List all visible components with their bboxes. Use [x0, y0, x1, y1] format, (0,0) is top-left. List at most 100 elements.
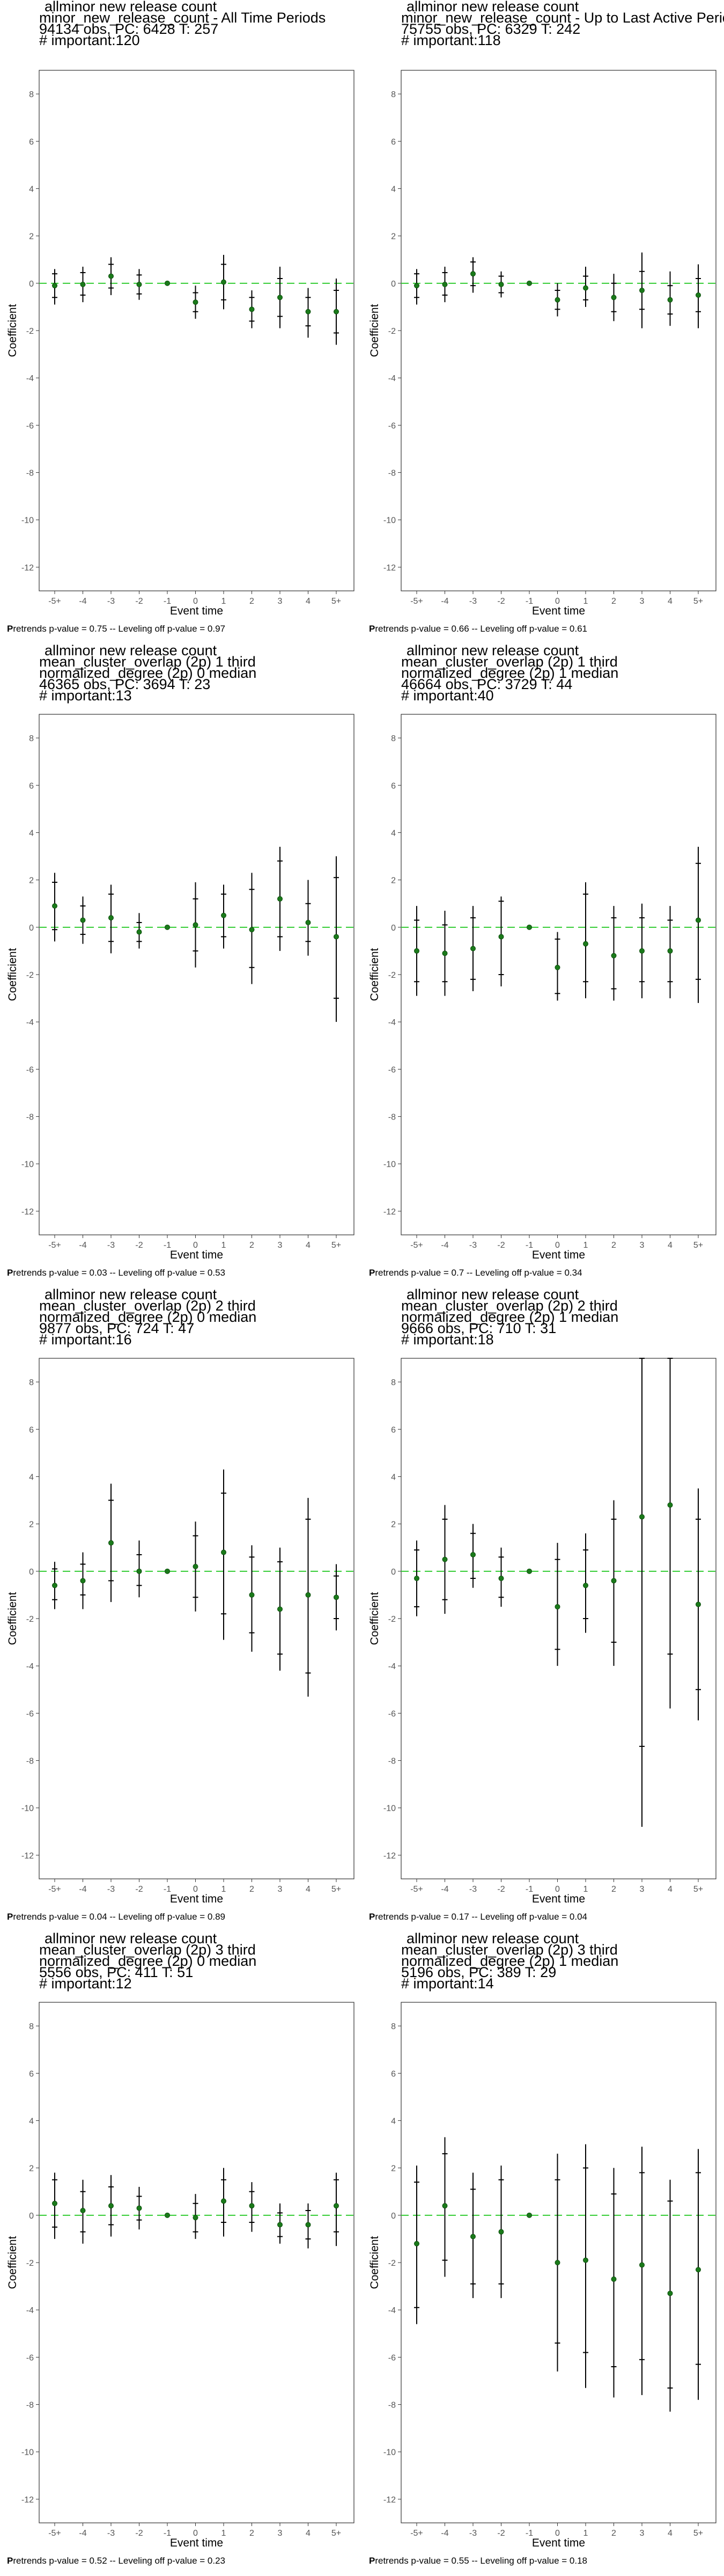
x-tick-label: -5+ [48, 2529, 61, 2538]
data-point [334, 1594, 339, 1600]
y-tick-label: -8 [26, 2401, 34, 2410]
data-point [527, 2212, 532, 2218]
plot-frame [401, 70, 716, 591]
chart-title: allminor new release count minor_new_rele… [39, 0, 326, 48]
y-tick-label: 8 [29, 734, 34, 743]
y-tick-label: 8 [391, 734, 396, 743]
data-point [221, 279, 226, 285]
data-point [639, 1514, 645, 1520]
y-tick-label: 2 [391, 876, 396, 885]
title-line: # important:14 [401, 1975, 494, 1992]
x-tick-label: 0 [555, 597, 560, 606]
y-tick-label: 4 [391, 829, 396, 838]
y-tick-label: 2 [29, 232, 34, 241]
title-line: normalized_degree (2p) 1 median [401, 665, 619, 681]
y-tick-label: -10 [21, 2448, 34, 2457]
data-point [555, 964, 560, 970]
data-point [52, 903, 57, 909]
y-tick-label: -6 [388, 1709, 396, 1718]
y-tick-label: 0 [29, 924, 34, 933]
x-tick-label: 3 [278, 597, 283, 606]
x-tick-label: 2 [249, 597, 254, 606]
data-point [249, 2203, 255, 2209]
data-point [52, 1583, 57, 1589]
y-axis-label: Coefficient [368, 2236, 381, 2289]
y-tick-label: 2 [391, 1520, 396, 1529]
title-line: normalized_degree (2p) 0 median [39, 665, 257, 681]
y-axis-label: Coefficient [6, 304, 19, 357]
title-line: 46365 obs, PC: 3694 T: 23 [39, 676, 211, 692]
x-tick-label: 0 [555, 1885, 560, 1894]
y-tick-label: -6 [26, 1065, 34, 1074]
x-tick-label: 1 [583, 597, 588, 606]
y-tick-label: -8 [388, 2401, 396, 2410]
x-tick-label: 2 [611, 597, 616, 606]
p-value-note: Pretrends p-value = 0.55 -- Leveling off… [369, 2556, 587, 2566]
y-tick-label: 4 [391, 185, 396, 194]
note-initial: P [7, 624, 13, 634]
y-tick-label: 2 [29, 1520, 34, 1529]
title-line: allminor new release count [45, 1930, 217, 1946]
chart-panel: allminor new release count mean_cluster_o… [0, 1287, 362, 1932]
y-tick-label: -8 [26, 1113, 34, 1122]
x-tick-label: -5+ [48, 1885, 61, 1894]
data-point [249, 1592, 255, 1598]
x-tick-label: 1 [583, 1885, 588, 1894]
y-tick-label: -2 [388, 2259, 396, 2268]
data-point [108, 1540, 114, 1546]
y-tick-label: 2 [29, 876, 34, 885]
data-point [136, 2205, 142, 2211]
data-point [583, 1583, 588, 1589]
x-axis-label: Event time [170, 1249, 223, 1261]
title-line: # important:18 [401, 1331, 494, 1348]
data-point [555, 2260, 560, 2265]
chart-title: allminor new release count mean_cluster_o… [39, 643, 257, 703]
data-point [611, 295, 617, 301]
x-axis-label: Event time [170, 605, 223, 617]
x-tick-label: 1 [221, 1885, 226, 1894]
data-point [193, 922, 198, 928]
title-line: # important:12 [39, 1975, 132, 1992]
y-tick-label: -10 [21, 1804, 34, 1813]
x-tick-label: 4 [668, 2529, 673, 2538]
y-tick-label: -4 [26, 1662, 34, 1671]
note-text: retrends p-value = 0.55 -- Leveling off … [375, 2556, 588, 2566]
x-tick-label: -2 [497, 1885, 505, 1894]
data-point [555, 297, 560, 303]
x-tick-label: 5+ [331, 2529, 341, 2538]
note-text: retrends p-value = 0.04 -- Leveling off … [13, 1912, 226, 1922]
chart-title: allminor new release count mean_cluster_o… [401, 1931, 618, 1992]
title-line: allminor new release count [407, 0, 579, 14]
x-tick-label: -1 [526, 2529, 533, 2538]
y-tick-label: -12 [383, 2496, 396, 2505]
y-tick-label: -10 [383, 1160, 396, 1169]
y-tick-label: 6 [391, 137, 396, 147]
data-point [696, 2267, 701, 2273]
y-tick-label: 8 [391, 1378, 396, 1387]
y-tick-label: -12 [383, 1208, 396, 1217]
y-tick-label: 4 [391, 1473, 396, 1482]
y-axis-label: Coefficient [6, 1592, 19, 1645]
x-tick-label: 2 [249, 2529, 254, 2538]
data-point [527, 280, 532, 286]
data-point [498, 282, 504, 288]
data-point [136, 1568, 142, 1574]
y-axis-label: Coefficient [368, 304, 381, 357]
y-tick-label: -12 [21, 1208, 34, 1217]
data-point [696, 292, 701, 298]
p-value-note: Pretrends p-value = 0.7 -- Leveling off … [369, 1268, 582, 1278]
y-tick-label: 8 [29, 1378, 34, 1387]
x-tick-label: -2 [135, 2529, 143, 2538]
note-initial: P [7, 1912, 13, 1922]
x-tick-label: -3 [469, 597, 477, 606]
y-tick-label: -4 [26, 374, 34, 383]
data-point [442, 2203, 448, 2209]
y-tick-label: 8 [391, 90, 396, 99]
x-tick-label: 0 [193, 2529, 198, 2538]
x-tick-label: 5+ [693, 597, 703, 606]
x-tick-label: -4 [79, 2529, 86, 2538]
y-tick-label: -4 [388, 2306, 396, 2315]
p-value-note: Pretrends p-value = 0.66 -- Leveling off… [369, 624, 587, 634]
